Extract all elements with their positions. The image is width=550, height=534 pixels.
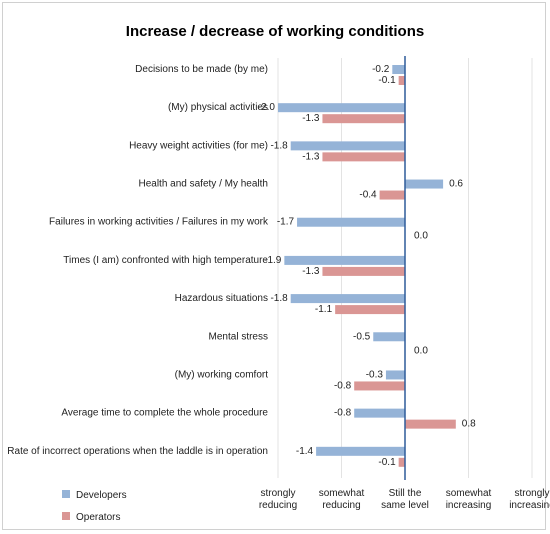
chart-title: Increase / decrease of working condition…	[126, 23, 424, 40]
value-label: -1.7	[277, 217, 295, 228]
category-label: Health and safety / My health	[138, 179, 268, 190]
bar-developers	[290, 141, 405, 151]
value-label: -1.3	[302, 266, 320, 277]
bar-developers	[278, 103, 405, 113]
legend-label: Developers	[76, 490, 127, 501]
category-label: (My) physical activities	[168, 102, 268, 113]
value-label: -1.1	[315, 304, 333, 315]
bar-developers	[385, 370, 405, 380]
x-tick-label: Still the same level	[381, 488, 429, 511]
bar-developers	[290, 294, 405, 304]
category-label: Rate of incorrect operations when the la…	[7, 446, 268, 457]
chart-frame	[2, 2, 546, 530]
x-tick-label: stronglyincreasing	[509, 488, 550, 511]
value-label: -0.4	[359, 190, 377, 201]
bar-operators	[322, 266, 405, 276]
value-label: -0.8	[334, 380, 352, 391]
category-label: Mental stress	[209, 331, 268, 342]
category-label: Failures in working activities / Failure…	[49, 217, 269, 228]
bar-operators	[398, 457, 405, 467]
value-label: -1.4	[296, 446, 314, 457]
value-label: -0.1	[378, 457, 396, 468]
bar-developers	[354, 408, 405, 418]
bar-developers	[284, 255, 405, 265]
x-tick-label: strongly reducing	[259, 488, 297, 511]
category-label: Average time to complete the whole proce…	[61, 408, 268, 419]
bar-operators	[354, 381, 405, 391]
x-tick-label: somewhat reducing	[319, 488, 365, 511]
category-label: Times (I am) confronted with high temper…	[63, 255, 268, 266]
category-label: Heavy weight activities (for me)	[129, 140, 268, 151]
value-label: 0.0	[414, 231, 428, 242]
bar-developers	[316, 446, 405, 456]
legend-label: Operators	[76, 512, 120, 523]
value-label: 0.0	[414, 345, 428, 356]
value-label: -2.0	[258, 102, 276, 113]
bar-developers	[405, 179, 444, 189]
value-label: 0.6	[449, 179, 463, 190]
bar-operators	[322, 152, 405, 162]
legend: Developers Operators	[62, 490, 127, 523]
bar-operators	[405, 419, 456, 429]
category-labels: Decisions to be made (by me) (My) physica…	[7, 64, 269, 457]
x-tick-label: somewhat increasing	[446, 488, 492, 511]
category-label: Hazardous situations	[175, 293, 268, 304]
value-label: -0.8	[334, 408, 352, 419]
legend-swatch	[62, 490, 70, 498]
value-label: -1.3	[302, 151, 320, 162]
value-label: -0.5	[353, 331, 371, 342]
value-label: -0.1	[378, 75, 396, 86]
bars: -0.2-0.1-2.0-1.3-1.8-1.30.6-0.4-1.70.0-1…	[258, 64, 476, 468]
value-label: -1.3	[302, 113, 320, 124]
value-label: -0.2	[372, 64, 390, 75]
bar-operators	[398, 76, 405, 85]
value-label: -1.8	[270, 293, 288, 304]
category-label: (My) working comfort	[175, 369, 269, 380]
category-label: Decisions to be made (by me)	[135, 64, 268, 75]
x-tick-labels: strongly reducing somewhat reducing Still th…	[259, 488, 550, 511]
value-label: 0.8	[462, 419, 476, 430]
bar-operators	[322, 114, 405, 124]
bar-operators	[335, 305, 405, 315]
value-label: -1.9	[264, 255, 282, 266]
bar-developers	[392, 65, 405, 74]
bar-developers	[297, 217, 405, 227]
bar-operators	[379, 190, 405, 200]
bar-developers	[373, 332, 405, 342]
value-label: -0.3	[366, 369, 384, 380]
value-label: -1.8	[270, 140, 288, 151]
legend-swatch	[62, 512, 70, 520]
